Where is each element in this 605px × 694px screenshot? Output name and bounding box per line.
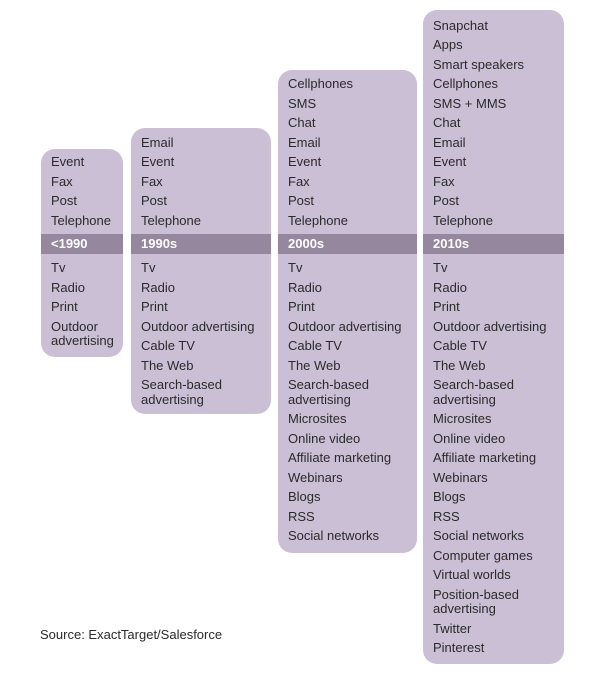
channel-item: Radio [51,279,85,295]
channel-item: Event [288,154,322,169]
era-band: 2010s [423,234,564,254]
column-1990s: 1990s Email Event Fax Post Telephone Tv Radio… [131,128,271,414]
channel-item: SMS [288,95,317,111]
column-pre-1990: <1990 Event Fax Post Telephone Tv Radio Print… [41,149,123,357]
channel-item: Radio [288,279,322,295]
channel-item: Chat [288,115,316,130]
channel-item: Telephone [141,212,201,228]
channel-item: Outdoor advertising [288,318,402,334]
era-band: 1990s [131,234,271,254]
channel-item: Event [141,154,175,169]
channel-item: Computer games [433,547,533,563]
era-label: 2000s [288,236,325,251]
channel-item: Online video [433,430,506,446]
channel-item: Online video [288,430,361,446]
pre-era-list: Event Fax Post Telephone [51,154,119,233]
column-2010s: 2010s Snapchat Apps Smart speakers Cellphon… [423,10,564,664]
channel-item: Fax [141,173,163,189]
era-label: 1990s [141,236,178,251]
channel-item: Cellphones [433,76,499,91]
channel-item: Search-based advertising [433,377,514,407]
channel-item: Search-based advertising [288,377,369,407]
post-era-list: Tv Radio Print Outdoor advertising Cable TV T… [433,260,560,661]
channel-item: Affiliate marketing [288,450,392,465]
era-band: <1990 [41,234,123,254]
channel-item: Blogs [433,489,466,504]
pre-era-list: Snapchat Apps Smart speakers Cellphones SMS … [433,17,560,234]
channel-item: Microsites [433,411,492,426]
channel-item: Telephone [51,212,111,228]
channel-item: Social networks [433,528,525,543]
channel-item: Email [141,134,174,150]
channel-item: Outdoor advertising [141,318,255,334]
channel-item: Telephone [433,212,493,228]
channel-item: Blogs [288,489,321,504]
channel-item: RSS [288,508,315,524]
channel-item: Affiliate marketing [433,450,537,465]
channel-item: The Web [288,357,341,373]
post-era-list: Tv Radio Print Outdoor advertising Cable TV T… [288,260,413,549]
post-era-list: Tv Radio Print Outdoor advertising Cable TV T… [141,260,267,412]
channel-item: Position-based advertising [433,586,519,616]
channel-item: Microsites [288,411,347,426]
channel-item: Cable TV [141,338,195,353]
channel-item: Smart speakers [433,56,525,72]
channel-item: Post [141,193,168,208]
channel-item: Cable TV [288,338,342,353]
channel-item: Print [51,299,78,314]
era-label: <1990 [51,236,88,251]
channel-item: Cellphones [288,76,354,91]
channel-item: Print [433,299,460,314]
post-era-list: Tv Radio Print Outdoor advertising [51,260,119,354]
channel-item: Telephone [288,212,348,228]
channel-item: Fax [51,173,73,189]
channel-item: Email [433,134,466,150]
channel-item: Tv [288,260,303,275]
channel-item: The Web [141,357,194,373]
channel-item: Twitter [433,620,472,636]
channel-item: Chat [433,115,461,130]
era-band: 2000s [278,234,417,254]
channel-item: Outdoor advertising [51,318,114,348]
channel-item: Fax [288,173,310,189]
channel-item: Radio [433,279,467,295]
source-note: Source: ExactTarget/Salesforce [40,627,223,642]
channel-item: Email [288,134,321,150]
channel-item: Tv [141,260,156,275]
channel-item: Tv [51,260,66,275]
channel-item: Webinars [288,469,343,485]
channel-item: Post [288,193,315,208]
channel-item: Fax [433,173,455,189]
channel-item: The Web [433,357,486,373]
column-2000s: 2000s Cellphones SMS Chat Email Event Fax Post… [278,70,417,553]
channel-item: Apps [433,37,463,52]
channel-item: Tv [433,260,448,275]
channel-item: Post [433,193,460,208]
era-label: 2010s [433,236,470,251]
channel-item: Search-based advertising [141,377,222,407]
channel-item: Print [288,299,315,314]
channel-item: Cable TV [433,338,487,353]
channel-item: Snapchat [433,17,488,33]
channel-item: SMS + MMS [433,95,507,111]
channel-item: Radio [141,279,175,295]
channel-item: Pinterest [433,640,485,655]
channel-item: Outdoor advertising [433,318,547,334]
channel-item: Webinars [433,469,488,485]
channel-item: Print [141,299,168,314]
channel-item: Virtual worlds [433,567,511,582]
channel-item: Event [51,154,85,169]
pre-era-list: Cellphones SMS Chat Email Event Fax Post Teleph… [288,76,413,233]
channel-item: RSS [433,508,460,524]
channel-item: Post [51,193,78,208]
channel-item: Event [433,154,467,169]
channel-item: Social networks [288,528,380,543]
pre-era-list: Email Event Fax Post Telephone [141,134,267,234]
